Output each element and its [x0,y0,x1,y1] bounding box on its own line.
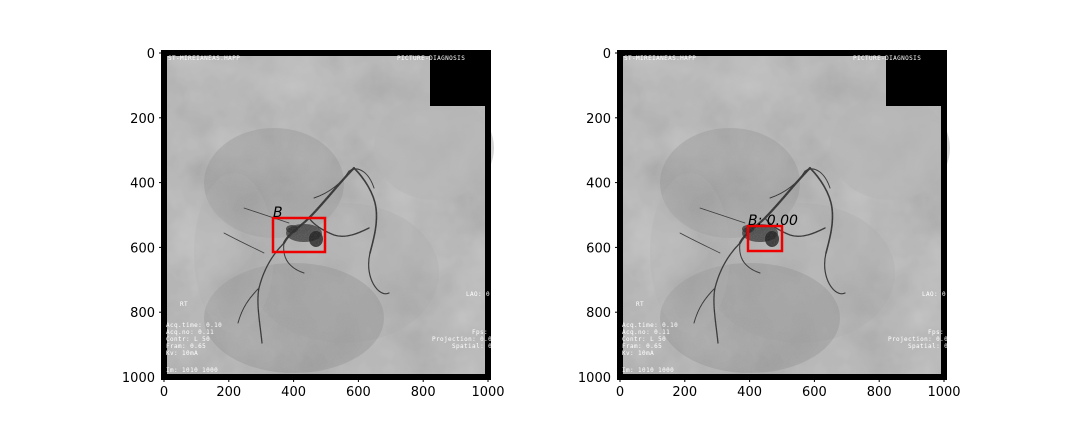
left-overlay-bottom-right-1: Projection: 0.00 [432,336,496,343]
left-overlay-bottom-left-2: Contr: L 50 [166,336,210,343]
left-x-tick-4: 800 [411,385,436,400]
left-box-label: B [273,205,283,221]
left-x-axis [163,377,489,382]
right-overlay-bottom-left-1: Acq.no: 0.11 [622,329,670,336]
right-y-tick-0: 0 [603,47,611,62]
right-overlay-bottom-left-3: Fram: 0.65 [622,343,662,350]
right-overlay-bottom-left-0: Acq.time: 0.10 [622,322,678,329]
right-x-axis [619,377,945,382]
right-overlay-bottom-left-last: Im: 1010 1000 [622,367,674,374]
left-x-tick-2: 400 [281,385,306,400]
right-overlay-mid-left: RT [636,301,644,308]
right-overlay-top-right: PICTURE-DIAGNOSIS [853,55,921,62]
right-overlay-top-left: ST-MIREIANEAS.HAPP [624,55,696,62]
left-panel: ST-MIREIANEAS.HAPP PICTURE-DIAGNOSIS RT … [122,47,505,400]
right-y-tick-5: 1000 [578,371,611,386]
left-y-tick-1: 200 [130,112,155,127]
left-y-tick-0: 0 [147,47,155,62]
left-y-tick-4: 800 [130,306,155,321]
left-overlay-bottom-left-1: Acq.no: 0.11 [166,329,214,336]
left-overlay-bottom-left-4: Kv: 10mA [166,350,198,357]
right-x-tick-1: 200 [672,385,697,400]
left-y-tick-5: 1000 [122,371,155,386]
left-overlay-bottom-left-3: Fram: 0.65 [166,343,206,350]
right-bounding-box [746,224,784,253]
right-y-tick-4: 800 [586,306,611,321]
right-x-tick-3: 600 [802,385,827,400]
left-overlay-top-right: PICTURE-DIAGNOSIS [397,55,465,62]
left-overlay-bottom-right-2: Spatial: 0 [452,343,492,350]
right-box-label: B: 0.00 [748,213,798,229]
left-x-tick-1: 200 [216,385,241,400]
left-overlay-mid-right: LAO: 0 [466,291,490,298]
left-y-axis [159,52,164,313]
right-image-frame [617,50,947,380]
right-x-tick-4: 800 [867,385,892,400]
left-x-tick-3: 600 [346,385,371,400]
right-x-tick-0: 0 [616,385,624,400]
left-overlay-bottom-right-0: Fps: 10 [472,329,500,336]
left-y-tick-3: 600 [130,241,155,256]
right-y-tick-3: 600 [586,241,611,256]
right-x-tick-2: 400 [737,385,762,400]
left-image-frame [161,50,491,380]
right-overlay-bottom-left-2: Contr: L 50 [622,336,666,343]
right-y-tick-1: 200 [586,112,611,127]
right-overlay-bottom-right-2: Spatial: 0 [908,343,948,350]
right-overlay-bottom-left-4: Kv: 10mA [622,350,654,357]
right-overlay-bottom-right-1: Projection: 0.00 [888,336,952,343]
left-overlay-top-left: ST-MIREIANEAS.HAPP [168,55,240,62]
left-overlay-bottom-left-0: Acq.time: 0.10 [166,322,222,329]
right-overlay-mid-right: LAO: 0 [922,291,946,298]
right-x-tick-5: 1000 [927,385,960,400]
left-x-tick-5: 1000 [471,385,504,400]
left-bounding-box [271,216,327,254]
left-overlay-bottom-left-last: Im: 1010 1000 [166,367,218,374]
left-overlay-mid-left: RT [180,301,188,308]
right-overlay-bottom-right-0: Fps: 10 [928,329,956,336]
left-x-tick-0: 0 [160,385,168,400]
left-y-tick-2: 400 [130,177,155,192]
right-y-axis [615,52,620,313]
right-panel: ST-MIREIANEAS.HAPP PICTURE-DIAGNOSIS RT … [578,47,961,400]
right-y-tick-2: 400 [586,177,611,192]
